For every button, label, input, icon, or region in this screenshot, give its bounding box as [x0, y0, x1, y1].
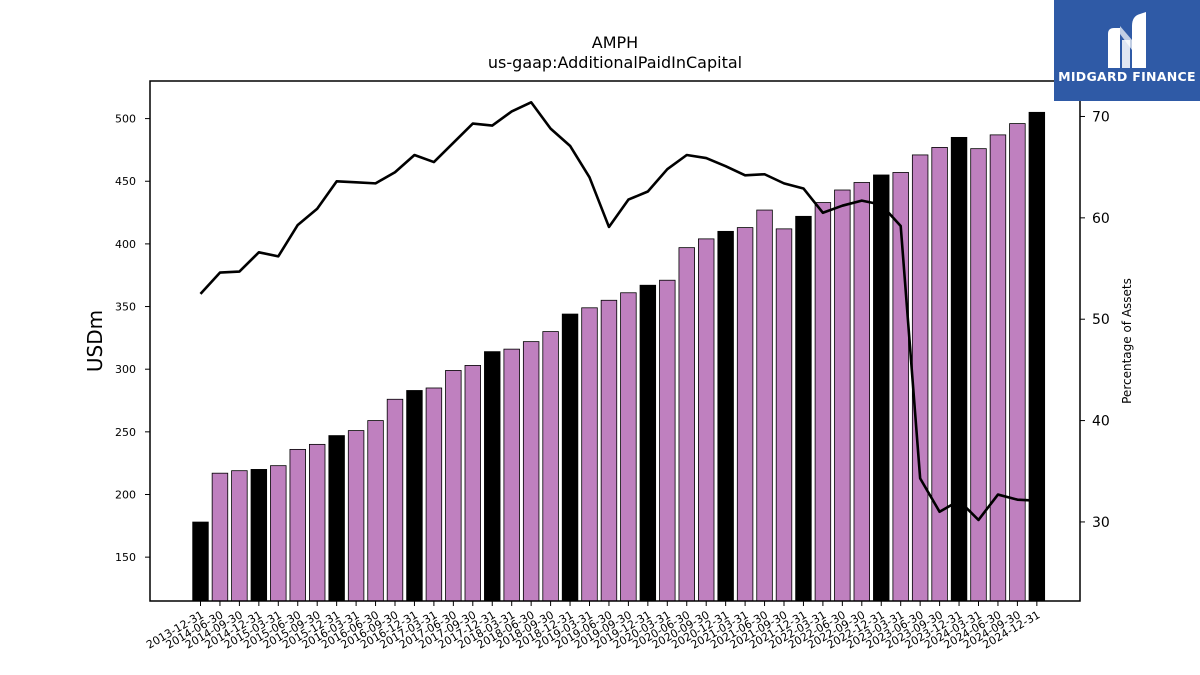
bar-2022-06-30: [834, 189, 851, 602]
bar-2014-09-30: [231, 470, 248, 602]
bar-2024-03-31: [970, 148, 987, 602]
x-axis: 2013-12-312014-06-302014-09-302014-12-31…: [144, 601, 1042, 652]
bar-2019-06-30: [600, 299, 618, 602]
percentage-line: [199, 100, 1037, 522]
bar-2015-12-31: [328, 435, 345, 602]
y-tick-label: 350: [115, 301, 136, 314]
y2-tick-label: 40: [1092, 414, 1110, 430]
y-tick-label: 250: [115, 426, 136, 439]
bar-2017-03-31: [425, 387, 443, 602]
bar-2020-03-31: [659, 279, 676, 602]
bar-2022-03-31: [814, 202, 832, 602]
bar-2023-09-30: [931, 147, 948, 602]
right-axis: 30 40 50 60 70: [1080, 109, 1110, 531]
bar-2023-06-30: [911, 154, 929, 602]
bar-2024-09-30: [1009, 123, 1026, 602]
bar-2016-03-31: [347, 430, 365, 602]
bar-2017-12-31: [484, 351, 501, 602]
bar-2016-12-31: [406, 390, 423, 602]
bar-2017-09-30: [464, 365, 482, 602]
bar-2018-12-31: [561, 313, 579, 602]
y2-axis-label: Percentage of Assets: [1120, 278, 1134, 404]
bar-2015-03-31: [270, 465, 287, 602]
chart-title: AMPH: [592, 33, 638, 52]
bar-2014-06-30: [211, 472, 229, 602]
y-tick-label: 300: [115, 363, 136, 376]
bar-2013-12-31: [192, 521, 209, 602]
bar-2014-12-31: [250, 469, 268, 602]
y-tick-label: 200: [115, 488, 136, 501]
bar-2016-06-30: [367, 420, 384, 602]
y-tick-label: 450: [115, 175, 136, 188]
bar-2019-12-31: [639, 284, 657, 602]
y-tick-label: 400: [115, 238, 136, 251]
bar-2023-12-31: [950, 136, 968, 602]
y-tick-label: 500: [115, 113, 136, 126]
left-axis: 150 200 250 300 350 400 450 500: [115, 113, 150, 564]
bar-2024-12-31: [1028, 111, 1046, 602]
bar-2021-06-30: [756, 209, 773, 602]
bar-2022-12-31: [873, 174, 890, 602]
y2-tick-label: 70: [1092, 109, 1110, 125]
bar-2019-03-31: [581, 307, 598, 602]
y2-tick-label: 60: [1092, 211, 1110, 227]
bar-2018-03-31: [503, 348, 520, 602]
bar-2020-12-31: [717, 230, 734, 602]
bar-2020-09-30: [698, 238, 715, 602]
bar-2024-06-30: [989, 134, 1007, 602]
bar-2022-09-30: [853, 182, 871, 602]
y-tick-label: 150: [115, 551, 136, 564]
brand-logo: MIDGARD FINANCE: [1054, 0, 1200, 101]
bar-2018-06-30: [522, 341, 540, 602]
bar-2021-03-31: [736, 227, 754, 602]
bars-layer: [192, 111, 1046, 602]
bar-2016-09-30: [386, 398, 404, 602]
bar-2021-12-31: [795, 215, 812, 602]
bar-2015-06-30: [289, 448, 306, 602]
bar-2021-09-30: [775, 228, 793, 602]
bar-2018-09-30: [542, 331, 559, 602]
chart-subtitle: us-gaap:AdditionalPaidInCapital: [488, 53, 742, 72]
line-layer: [199, 100, 1037, 522]
bar-2019-09-30: [620, 292, 637, 602]
logo-icon: [1108, 12, 1146, 68]
y2-tick-label: 50: [1092, 312, 1110, 328]
y-axis-label: USDm: [83, 310, 107, 372]
bar-2015-09-30: [308, 443, 326, 602]
bar-2020-06-30: [678, 247, 695, 602]
bar-2017-06-30: [445, 370, 462, 602]
logo-text: MIDGARD FINANCE: [1058, 69, 1196, 84]
plot-frame: [149, 80, 1081, 602]
y2-tick-label: 30: [1092, 515, 1110, 531]
